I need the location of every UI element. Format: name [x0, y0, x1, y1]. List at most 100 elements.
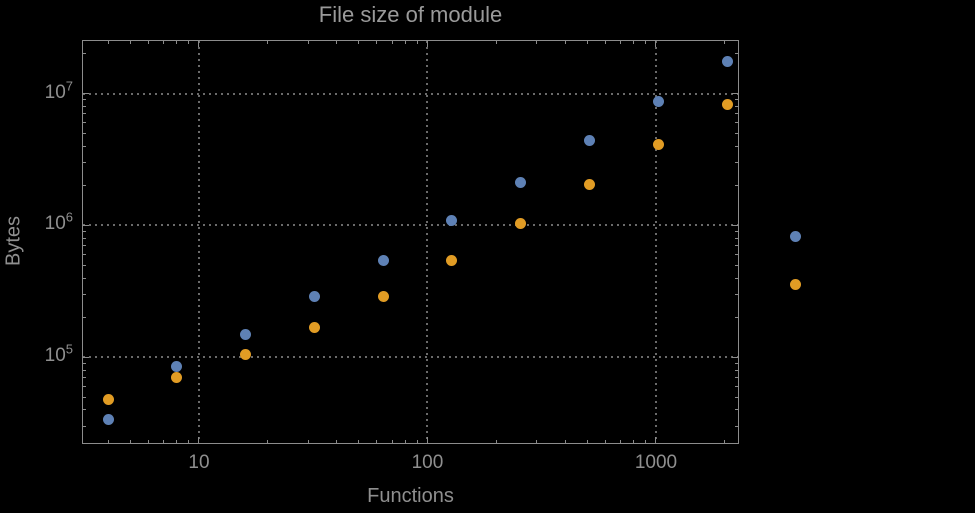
y-minor-tick — [735, 53, 738, 55]
x-minor-tick — [586, 41, 588, 44]
y-minor-tick — [735, 132, 738, 134]
x-minor-tick — [620, 41, 622, 44]
y-minor-tick — [735, 425, 738, 427]
x-gridline — [654, 41, 657, 443]
x-minor-tick — [358, 41, 360, 44]
y-minor-tick — [83, 99, 86, 101]
y-minor-tick — [735, 294, 738, 295]
y-minor-tick — [735, 145, 738, 147]
y-minor-tick — [83, 363, 86, 364]
y-minor-tick — [83, 317, 86, 319]
x-minor-tick — [604, 440, 606, 443]
x-minor-tick — [176, 440, 178, 443]
x-minor-tick — [404, 440, 406, 443]
x-minor-tick — [564, 440, 566, 443]
data-point-blue — [721, 55, 733, 67]
x-minor-tick — [391, 440, 393, 443]
x-minor-tick — [564, 41, 566, 44]
x-minor-tick — [129, 440, 131, 443]
y-minor-tick — [83, 277, 86, 279]
x-minor-tick — [604, 41, 606, 44]
y-gridline — [83, 92, 738, 95]
data-point-orange — [446, 255, 458, 267]
x-minor-tick — [495, 440, 497, 443]
y-minor-tick — [735, 317, 738, 319]
x-minor-tick — [267, 41, 269, 44]
x-minor-tick — [404, 41, 406, 44]
y-minor-tick — [83, 264, 86, 266]
y-minor-tick — [83, 132, 86, 134]
data-point-blue — [515, 177, 527, 189]
y-minor-tick — [83, 53, 86, 55]
y-major-tick — [83, 224, 89, 226]
x-minor-tick — [336, 440, 338, 443]
x-minor-tick — [586, 440, 588, 443]
x-minor-tick — [645, 41, 646, 44]
x-minor-tick — [163, 41, 165, 44]
y-minor-tick — [83, 409, 86, 411]
y-minor-tick — [735, 245, 738, 247]
x-minor-tick — [724, 440, 726, 443]
y-major-tick — [732, 224, 738, 226]
y-tick-label: 106 — [44, 210, 73, 235]
x-minor-tick — [633, 41, 635, 44]
data-point-orange — [721, 98, 733, 110]
y-minor-tick — [735, 264, 738, 266]
x-minor-tick — [645, 440, 646, 443]
x-minor-tick — [163, 440, 165, 443]
y-minor-tick — [735, 386, 738, 388]
plot-area: 10 100 1000 105 106 107 — [45, 40, 802, 473]
x-minor-tick — [107, 440, 109, 443]
data-point-orange — [652, 138, 664, 150]
y-minor-tick — [83, 245, 86, 247]
y-minor-tick — [735, 162, 738, 164]
y-minor-tick — [83, 396, 86, 398]
x-minor-tick — [307, 41, 309, 44]
y-minor-tick — [83, 231, 86, 233]
y-major-tick — [732, 93, 738, 95]
x-minor-tick — [495, 41, 497, 44]
x-minor-tick — [535, 41, 537, 44]
x-gridline — [197, 41, 200, 443]
y-minor-tick — [735, 99, 738, 101]
x-gridline — [426, 41, 429, 443]
x-tick-label: 100 — [411, 452, 444, 473]
data-point-orange — [515, 218, 527, 230]
y-major-tick — [83, 93, 89, 95]
x-minor-tick — [129, 41, 131, 44]
y-minor-tick — [83, 113, 86, 115]
x-minor-tick — [267, 440, 269, 443]
data-point-orange — [240, 348, 252, 360]
x-minor-tick — [147, 440, 149, 443]
y-minor-tick — [83, 122, 86, 124]
y-minor-tick — [735, 237, 738, 239]
y-minor-tick — [735, 113, 738, 115]
x-minor-tick — [416, 440, 418, 443]
y-axis-label: Bytes — [2, 215, 25, 267]
x-tick-label: 10 — [188, 452, 210, 473]
data-point-blue — [377, 254, 389, 266]
data-point-orange — [308, 321, 320, 333]
x-major-tick — [655, 437, 657, 443]
y-minor-tick — [735, 369, 738, 371]
y-minor-tick — [83, 386, 86, 388]
x-tick-label: 1000 — [634, 452, 678, 473]
x-minor-tick — [376, 440, 378, 443]
y-minor-tick — [735, 185, 738, 187]
y-minor-tick — [83, 145, 86, 147]
data-point-blue — [308, 290, 320, 302]
data-point-orange — [377, 290, 389, 302]
x-minor-tick — [107, 41, 109, 44]
data-point-blue — [171, 360, 183, 372]
y-minor-tick — [735, 105, 738, 107]
x-major-tick — [426, 41, 428, 47]
y-minor-tick — [83, 162, 86, 164]
data-point-blue — [790, 230, 802, 242]
y-tick-label: 107 — [44, 78, 73, 103]
x-axis-label: Functions — [367, 485, 454, 507]
y-minor-tick — [735, 277, 738, 279]
y-minor-tick — [735, 231, 738, 233]
y-tick-label: 105 — [44, 342, 73, 367]
x-major-tick — [198, 41, 200, 47]
